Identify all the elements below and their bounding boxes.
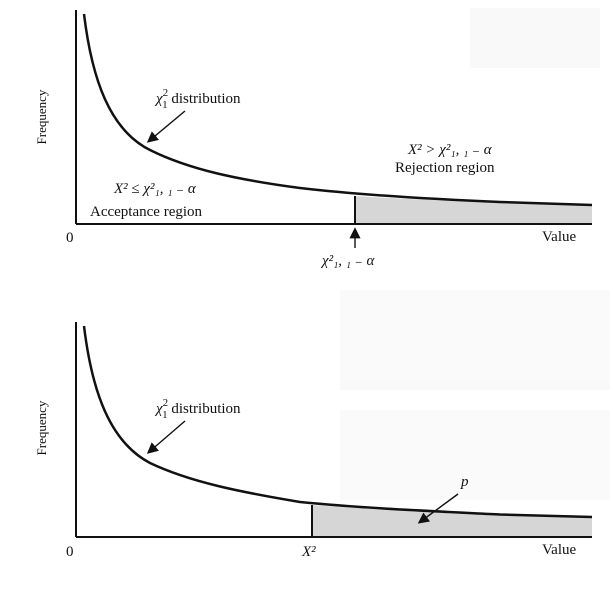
top-curve-label: χ2 1 distribution [154, 87, 241, 111]
bottom-chi-square-curve [82, 325, 593, 519]
top-rejection-condition: X² > χ²₁, ₁ ₋ α [407, 142, 493, 158]
bottom-statistic-label: X² [301, 544, 316, 560]
top-y-axis-label: Frequency [34, 89, 49, 144]
bottom-x-axis-label: Value [542, 542, 576, 558]
bottom-p-pointer [417, 493, 459, 524]
top-rejection-shade [355, 196, 592, 224]
top-chi-square-curve [82, 13, 593, 207]
bottom-y-axis-label: Frequency [34, 400, 49, 455]
top-panel: Frequency 0 Value χ2 1 distribution X² ≤ … [34, 10, 593, 269]
bottom-origin-label: 0 [66, 544, 74, 560]
top-curve-pointer [146, 110, 186, 143]
bleed-through-texture [340, 8, 610, 500]
top-x-axis-label: Value [542, 229, 576, 245]
top-rejection-label: Rejection region [395, 160, 495, 176]
bottom-curve-label: χ2 1 distribution [154, 397, 241, 421]
top-origin-label: 0 [66, 230, 74, 246]
top-acceptance-label: Acceptance region [90, 204, 203, 220]
bottom-curve-pointer [146, 420, 186, 454]
bottom-p-shade [312, 505, 592, 537]
bottom-p-label: p [460, 474, 469, 490]
top-acceptance-condition: X² ≤ χ²₁, ₁ ₋ α [113, 181, 197, 197]
bottom-panel: Frequency 0 Value χ2 1 distribution X² p [34, 322, 593, 560]
top-critical-value-label: χ²₁, ₁ ₋ α [320, 253, 375, 269]
